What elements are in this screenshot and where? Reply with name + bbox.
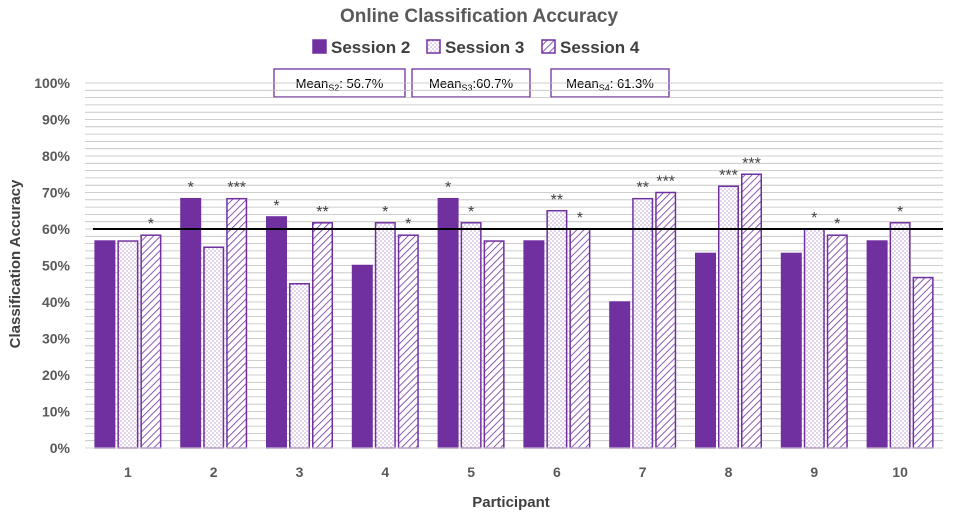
- significance-label: *: [577, 210, 583, 227]
- bar-session-2: [609, 301, 631, 449]
- significance-label: *: [897, 204, 903, 221]
- significance-label: *: [405, 216, 411, 233]
- y-tick-label: 20%: [42, 367, 71, 383]
- significance-label: ***: [719, 167, 738, 184]
- bar-session-2: [780, 252, 802, 449]
- bar-session-3: [203, 246, 225, 449]
- bar-session-4: [655, 191, 677, 449]
- mean-label: MeanS4: 61.3%: [566, 76, 654, 93]
- bar-session-4: [483, 240, 505, 449]
- bar-session-4: [226, 197, 248, 449]
- legend: Session 2 Session 3 Session 4: [312, 38, 640, 57]
- y-tick-label: 80%: [42, 148, 71, 164]
- bar-session-2: [351, 264, 373, 449]
- y-axis-title: Classification Accuracy: [7, 179, 24, 348]
- significance-label: *: [273, 198, 279, 215]
- bar-session-3: [289, 283, 310, 449]
- significance-label: *: [188, 180, 194, 197]
- y-tick-label: 10%: [42, 404, 71, 420]
- bar-session-2: [437, 197, 459, 449]
- y-tick-label: 70%: [42, 185, 71, 201]
- y-tick-label: 100%: [34, 75, 70, 91]
- x-tick-label: 7: [639, 464, 647, 480]
- y-tick-label: 60%: [42, 221, 71, 237]
- x-tick-label: 4: [381, 464, 389, 480]
- x-tick-label: 2: [210, 464, 218, 480]
- bar-session-3: [803, 228, 825, 449]
- bar-session-2: [266, 216, 287, 449]
- x-tick-label: 5: [467, 464, 475, 480]
- y-tick-label: 40%: [42, 294, 71, 310]
- bar-session-3: [889, 222, 911, 449]
- significance-label: *: [148, 216, 154, 233]
- bar-session-4: [397, 234, 419, 449]
- bar-session-3: [460, 222, 482, 449]
- mean-label: MeanS3:60.7%: [429, 76, 513, 93]
- significance-label: *: [834, 216, 840, 233]
- chart-title: Online Classification Accuracy: [340, 6, 618, 27]
- significance-marks: ** **** ** ********* *** ******* **: [148, 155, 903, 233]
- y-tick-label: 90%: [42, 112, 71, 128]
- bar-session-2: [180, 197, 202, 449]
- legend-label-session-4: Session 4: [560, 38, 640, 57]
- legend-label-session-2: Session 2: [331, 38, 410, 57]
- bar-session-2: [695, 252, 716, 449]
- bars: [94, 173, 934, 449]
- significance-label: **: [551, 192, 563, 209]
- significance-label: *: [811, 210, 817, 227]
- y-axis-ticks: 0% 10% 20% 30% 40% 50% 60% 70% 80% 90% 100%: [34, 75, 70, 456]
- significance-label: **: [636, 180, 648, 197]
- x-tick-label: 1: [124, 464, 132, 480]
- bar-session-2: [866, 240, 888, 449]
- legend-swatch-session-4: [541, 39, 556, 54]
- x-tick-label: 10: [892, 464, 908, 480]
- legend-label-session-3: Session 3: [445, 38, 524, 57]
- y-tick-label: 0%: [50, 440, 71, 456]
- significance-label: *: [382, 204, 388, 221]
- bar-session-4: [569, 228, 591, 449]
- significance-label: ***: [227, 180, 246, 197]
- y-tick-label: 50%: [42, 258, 71, 274]
- y-tick-label: 30%: [42, 331, 71, 347]
- bar-session-3: [117, 240, 139, 449]
- bar-session-2: [523, 240, 545, 449]
- x-axis-ticks: 1 2 3 4 5 6 7 8 9 10: [124, 464, 908, 480]
- x-tick-label: 8: [725, 464, 733, 480]
- x-tick-label: 9: [810, 464, 818, 480]
- bar-session-3: [546, 210, 568, 449]
- mean-label: MeanS2: 56.7%: [296, 76, 384, 93]
- bar-session-3: [374, 222, 396, 449]
- bar-session-3: [632, 197, 654, 449]
- bar-session-4: [912, 276, 934, 449]
- bar-session-2: [94, 240, 116, 449]
- legend-swatch-session-2: [312, 39, 327, 54]
- legend-swatch-session-3: [426, 39, 441, 54]
- significance-label: **: [316, 204, 328, 221]
- significance-label: ***: [742, 155, 761, 172]
- significance-label: *: [468, 204, 474, 221]
- bar-session-4: [312, 222, 333, 449]
- bar-session-3: [718, 185, 739, 449]
- significance-label: *: [445, 180, 451, 197]
- bar-session-4: [741, 173, 762, 449]
- bar-session-4: [826, 234, 848, 449]
- x-axis-title: Participant: [472, 494, 550, 511]
- x-tick-label: 3: [296, 464, 304, 480]
- x-tick-label: 6: [553, 464, 561, 480]
- bar-session-4: [140, 234, 162, 449]
- significance-label: ***: [656, 174, 675, 191]
